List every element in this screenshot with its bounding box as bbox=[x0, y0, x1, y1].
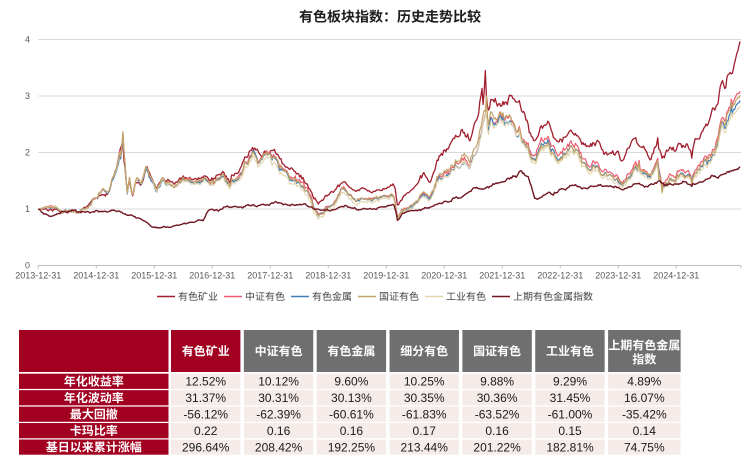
svg-text:2021-12-31: 2021-12-31 bbox=[479, 271, 525, 281]
svg-text:2024-12-31: 2024-12-31 bbox=[653, 271, 699, 281]
svg-text:30.31%: 30.31% bbox=[258, 391, 299, 405]
svg-text:-56.12%: -56.12% bbox=[183, 407, 228, 421]
svg-text:0.22: 0.22 bbox=[194, 424, 218, 438]
svg-text:0.17: 0.17 bbox=[413, 424, 437, 438]
svg-text:10.25%: 10.25% bbox=[404, 375, 445, 389]
svg-text:-60.61%: -60.61% bbox=[329, 407, 374, 421]
svg-text:-63.52%: -63.52% bbox=[475, 407, 520, 421]
svg-text:9.88%: 9.88% bbox=[480, 375, 514, 389]
svg-text:74.75%: 74.75% bbox=[624, 440, 665, 454]
svg-text:4: 4 bbox=[25, 35, 30, 45]
svg-text:9.29%: 9.29% bbox=[553, 375, 587, 389]
svg-text:-61.83%: -61.83% bbox=[402, 407, 447, 421]
svg-text:201.22%: 201.22% bbox=[473, 440, 521, 454]
svg-text:2017-12-31: 2017-12-31 bbox=[247, 271, 293, 281]
svg-text:208.42%: 208.42% bbox=[255, 440, 303, 454]
svg-text:2018-12-31: 2018-12-31 bbox=[305, 271, 351, 281]
svg-text:182.81%: 182.81% bbox=[546, 440, 594, 454]
svg-text:9.60%: 9.60% bbox=[334, 375, 368, 389]
svg-text:12.52%: 12.52% bbox=[185, 375, 226, 389]
svg-text:10.12%: 10.12% bbox=[258, 375, 299, 389]
svg-text:2020-12-31: 2020-12-31 bbox=[421, 271, 467, 281]
svg-text:2: 2 bbox=[25, 148, 30, 158]
svg-text:-35.42%: -35.42% bbox=[622, 407, 667, 421]
svg-text:3: 3 bbox=[25, 91, 30, 101]
svg-text:4.89%: 4.89% bbox=[627, 375, 661, 389]
svg-text:1: 1 bbox=[25, 204, 30, 214]
svg-text:0.16: 0.16 bbox=[485, 424, 509, 438]
svg-text:30.36%: 30.36% bbox=[477, 391, 518, 405]
svg-text:2019-12-31: 2019-12-31 bbox=[363, 271, 409, 281]
svg-text:30.35%: 30.35% bbox=[404, 391, 445, 405]
svg-text:31.45%: 31.45% bbox=[550, 391, 591, 405]
svg-text:-62.39%: -62.39% bbox=[256, 407, 301, 421]
svg-text:31.37%: 31.37% bbox=[185, 391, 226, 405]
svg-text:0.16: 0.16 bbox=[267, 424, 291, 438]
svg-text:0.15: 0.15 bbox=[558, 424, 582, 438]
svg-text:2023-12-31: 2023-12-31 bbox=[595, 271, 641, 281]
svg-text:-61.00%: -61.00% bbox=[548, 407, 593, 421]
svg-text:296.64%: 296.64% bbox=[182, 440, 230, 454]
svg-text:0: 0 bbox=[25, 261, 30, 271]
svg-text:2016-12-31: 2016-12-31 bbox=[189, 271, 235, 281]
svg-text:0.16: 0.16 bbox=[340, 424, 364, 438]
svg-text:30.13%: 30.13% bbox=[331, 391, 372, 405]
svg-text:2014-12-31: 2014-12-31 bbox=[73, 271, 119, 281]
svg-text:192.25%: 192.25% bbox=[328, 440, 376, 454]
svg-text:0.14: 0.14 bbox=[633, 424, 657, 438]
svg-text:16.07%: 16.07% bbox=[624, 391, 665, 405]
svg-text:213.44%: 213.44% bbox=[401, 440, 449, 454]
svg-text:2013-12-31: 2013-12-31 bbox=[15, 271, 61, 281]
svg-text:2015-12-31: 2015-12-31 bbox=[131, 271, 177, 281]
svg-text:2022-12-31: 2022-12-31 bbox=[537, 271, 583, 281]
